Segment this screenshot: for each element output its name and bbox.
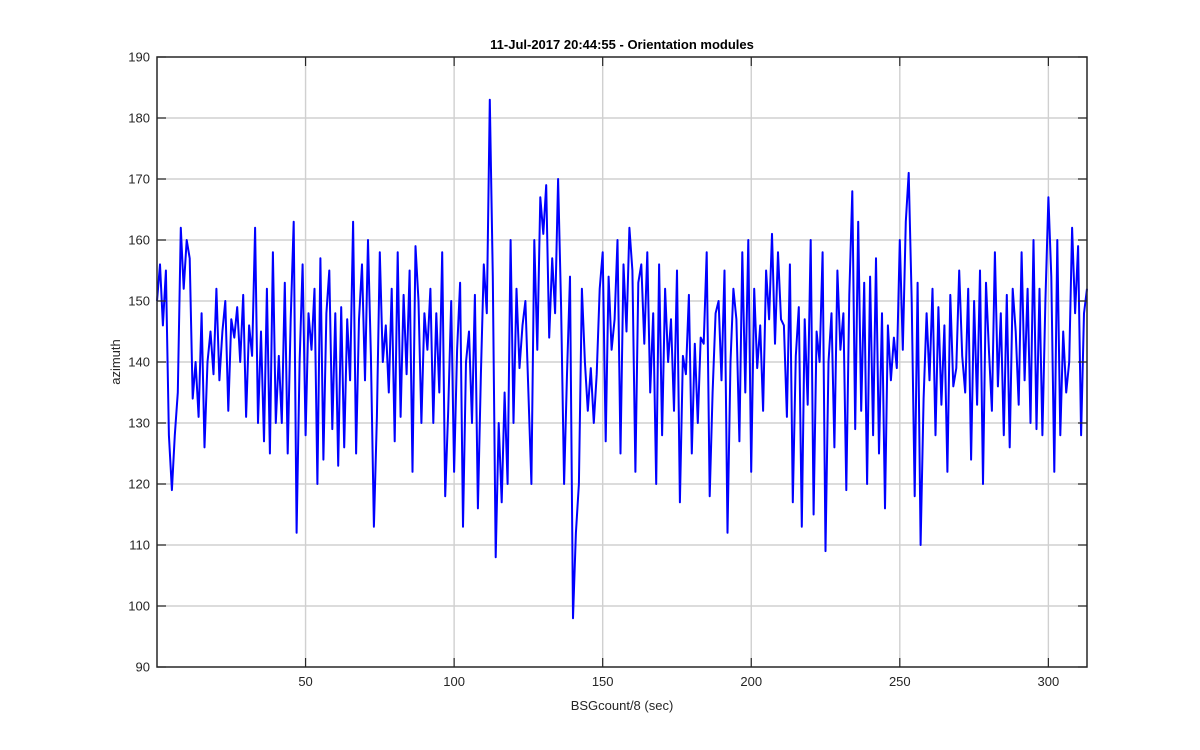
y-tick-label: 100 (128, 599, 150, 614)
x-axis-label: BSGcount/8 (sec) (571, 698, 674, 713)
tick-labels: 50 100 150 200 250 300 90 100 110 120 130 140 150 160… (128, 50, 1059, 690)
chart-title: 11-Jul-2017 20:44:55 - Orientation modul… (490, 37, 754, 52)
y-tick-label: 110 (129, 538, 150, 553)
x-tick-label: 250 (889, 674, 911, 689)
y-tick-label: 160 (128, 233, 150, 248)
x-tick-label: 300 (1038, 674, 1060, 689)
y-tick-label: 90 (136, 660, 150, 675)
y-tick-label: 120 (128, 477, 150, 492)
y-axis-label: azimuth (108, 339, 123, 385)
series-line-azimuth (156, 98, 1088, 620)
y-tick-label: 180 (128, 111, 150, 126)
x-tick-label: 100 (443, 674, 465, 689)
y-tick-label: 140 (128, 355, 150, 370)
ticks (157, 56, 1087, 668)
y-tick-label: 190 (128, 50, 150, 65)
y-tick-label: 130 (128, 416, 150, 431)
y-tick-label: 150 (128, 294, 150, 309)
x-tick-label: 50 (298, 674, 312, 689)
x-tick-label: 200 (740, 674, 762, 689)
x-tick-label: 150 (592, 674, 614, 689)
y-tick-label: 170 (128, 172, 150, 187)
